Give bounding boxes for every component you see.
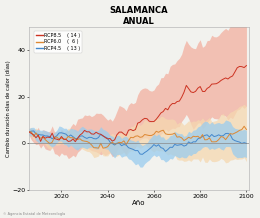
Legend: RCP8.5    ( 14 ), RCP6.0    (  6 ), RCP4.5    ( 13 ): RCP8.5 ( 14 ), RCP6.0 ( 6 ), RCP4.5 ( 13… [34,31,82,53]
X-axis label: Año: Año [132,200,146,206]
Title: SALAMANCA
ANUAL: SALAMANCA ANUAL [109,5,168,26]
Y-axis label: Cambio duración olas de calor (días): Cambio duración olas de calor (días) [5,60,11,157]
Text: © Agencia Estatal de Meteorología: © Agencia Estatal de Meteorología [3,212,65,216]
